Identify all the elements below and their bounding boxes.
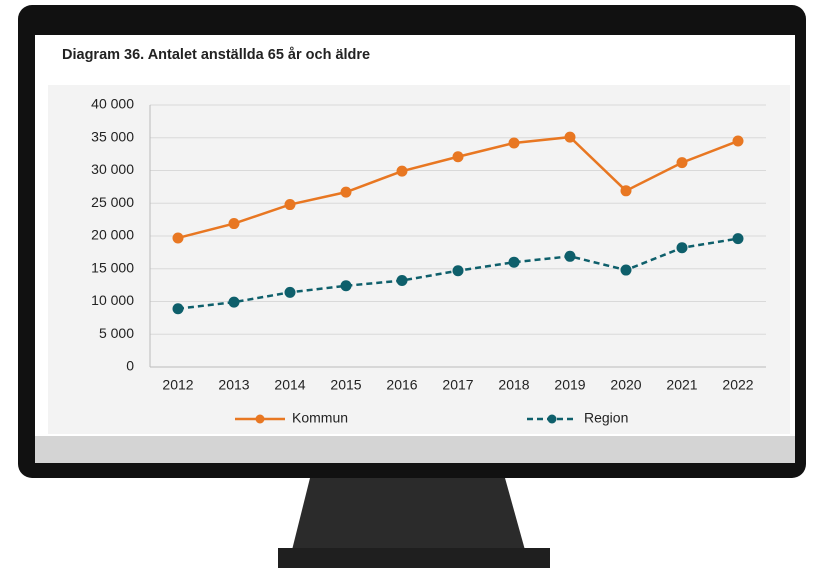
legend-marker bbox=[547, 414, 557, 424]
point bbox=[676, 242, 688, 254]
y-tick-label: 30 000 bbox=[91, 161, 134, 177]
point bbox=[452, 265, 464, 277]
legend-label: Kommun bbox=[292, 410, 348, 426]
point bbox=[284, 199, 296, 211]
point bbox=[396, 165, 408, 177]
point bbox=[732, 233, 744, 245]
x-tick-label: 2014 bbox=[274, 377, 305, 393]
y-tick-label: 0 bbox=[126, 358, 134, 374]
screen-bottom bbox=[35, 436, 795, 463]
chart-title: Diagram 36. Antalet anställda 65 år och … bbox=[62, 47, 370, 63]
point bbox=[620, 264, 632, 276]
y-tick-label: 10 000 bbox=[91, 292, 134, 308]
point bbox=[508, 256, 520, 268]
legend-marker bbox=[255, 414, 265, 424]
x-tick-label: 2020 bbox=[610, 377, 641, 393]
point bbox=[172, 303, 184, 315]
legend-label: Region bbox=[584, 410, 628, 426]
point bbox=[732, 135, 744, 147]
x-tick-label: 2019 bbox=[554, 377, 585, 393]
point bbox=[620, 185, 632, 197]
y-tick-label: 25 000 bbox=[91, 194, 134, 210]
point bbox=[508, 137, 520, 149]
point bbox=[564, 250, 576, 262]
y-tick-label: 5 000 bbox=[99, 325, 134, 341]
x-tick-label: 2017 bbox=[442, 377, 473, 393]
x-tick-label: 2022 bbox=[722, 377, 753, 393]
y-tick-label: 15 000 bbox=[91, 259, 134, 275]
y-tick-label: 40 000 bbox=[91, 96, 134, 112]
point bbox=[676, 157, 688, 169]
point bbox=[228, 218, 240, 230]
point bbox=[284, 286, 296, 298]
point bbox=[452, 151, 464, 163]
point bbox=[340, 280, 352, 292]
x-tick-label: 2018 bbox=[498, 377, 529, 393]
plot-background bbox=[48, 85, 790, 434]
monitor-base bbox=[278, 548, 550, 568]
x-tick-label: 2015 bbox=[330, 377, 361, 393]
point bbox=[228, 296, 240, 308]
point bbox=[340, 186, 352, 198]
point bbox=[396, 275, 408, 287]
y-tick-label: 35 000 bbox=[91, 128, 134, 144]
x-tick-label: 2016 bbox=[386, 377, 417, 393]
x-tick-label: 2021 bbox=[666, 377, 697, 393]
monitor-stand bbox=[292, 478, 525, 550]
y-tick-label: 20 000 bbox=[91, 227, 134, 243]
point bbox=[564, 131, 576, 143]
x-tick-label: 2012 bbox=[162, 377, 193, 393]
x-tick-label: 2013 bbox=[218, 377, 249, 393]
point bbox=[172, 232, 184, 244]
